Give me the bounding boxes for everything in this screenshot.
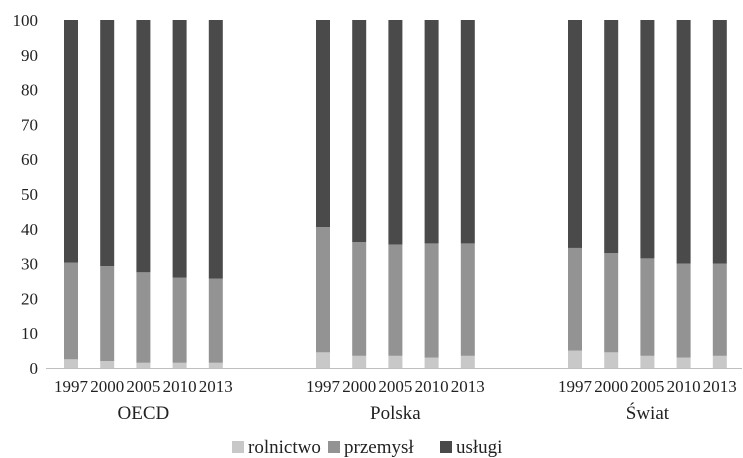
x-tick-label-OECD-2010: 2010 (163, 377, 197, 396)
bar-segment-Polska-2005-przemysł (388, 244, 403, 356)
x-tick-label-OECD-2000: 2000 (90, 377, 124, 396)
legend-item-usługi: usługi (440, 437, 502, 458)
bar-segment-Świat-2010-przemysł (676, 263, 691, 358)
group-label-Świat: Świat (626, 402, 670, 424)
bar-group-Polska (316, 20, 475, 368)
bar-segment-Polska-1997-rolnictwo (316, 352, 330, 368)
x-tick-label-Świat-2010: 2010 (667, 377, 701, 396)
x-tick-label-Polska-2000: 2000 (342, 377, 376, 396)
x-tick-label-Polska-2005: 2005 (378, 377, 412, 396)
bar-segment-Polska-2000-usługi (352, 20, 367, 243)
bar-segment-OECD-2013-przemysł (208, 278, 223, 363)
bar-segment-OECD-1997-rolnictwo (64, 359, 78, 368)
legend-label-przemysł: przemysł (344, 437, 414, 458)
bar-segment-OECD-2010-przemysł (172, 277, 187, 363)
bar-segment-OECD-2000-rolnictwo (100, 361, 115, 368)
bar-segment-Świat-2000-usługi (604, 20, 619, 254)
bar-segment-Świat-2005-rolnictwo (640, 355, 655, 368)
bar-segment-Świat-1997-usługi (568, 20, 582, 248)
bar-segment-Świat-2005-usługi (640, 20, 655, 259)
x-tick-label-Polska-1997: 1997 (306, 377, 341, 396)
y-axis: 0 10 20 30 40 50 60 70 80 90 100 (13, 11, 39, 378)
bar-segment-Świat-2000-przemysł (604, 253, 619, 353)
bar-segment-Świat-2000-rolnictwo (604, 352, 619, 368)
y-tick-label-0: 0 (30, 359, 39, 378)
bar-segment-Polska-1997-przemysł (316, 227, 330, 353)
bar-segment-OECD-1997-przemysł (64, 262, 78, 360)
y-tick-label-10: 10 (21, 324, 38, 343)
legend-swatch-rolnictwo (232, 441, 244, 453)
bar-segment-Polska-2005-rolnictwo (388, 355, 403, 368)
bar-segment-Świat-2013-usługi (712, 20, 727, 264)
legend-label-rolnictwo: rolnictwo (248, 437, 321, 458)
bar-segment-Świat-2010-usługi (676, 20, 691, 264)
bar-segment-Świat-1997-przemysł (568, 247, 582, 351)
y-tick-label-70: 70 (21, 115, 38, 134)
bar-segment-OECD-2005-usługi (136, 20, 151, 273)
bars (64, 20, 727, 368)
x-tick-label-Świat-2013: 2013 (703, 377, 737, 396)
x-tick-label-OECD-1997: 1997 (54, 377, 89, 396)
bar-segment-OECD-2013-rolnictwo (208, 362, 223, 368)
x-tick-label-OECD-2013: 2013 (199, 377, 233, 396)
x-tick-label-Świat-2005: 2005 (630, 377, 664, 396)
bar-segment-Polska-2000-przemysł (352, 242, 367, 356)
bar-segment-OECD-2005-przemysł (136, 272, 151, 363)
bar-segment-Polska-2013-rolnictwo (460, 355, 475, 368)
y-tick-label-60: 60 (21, 150, 38, 169)
bar-segment-OECD-2010-rolnictwo (172, 362, 187, 368)
legend-label-usługi: usługi (456, 437, 502, 458)
x-tick-label-Świat-1997: 1997 (558, 377, 593, 396)
bar-group-OECD (64, 20, 223, 368)
bar-segment-Świat-1997-rolnictwo (568, 350, 582, 368)
bar-segment-Świat-2005-przemysł (640, 258, 655, 356)
legend-swatch-usługi (440, 441, 452, 453)
bar-segment-OECD-2010-usługi (172, 20, 187, 278)
bar-segment-Polska-2010-rolnictwo (424, 357, 439, 368)
bar-segment-Polska-1997-usługi (316, 20, 330, 228)
x-tick-label-OECD-2005: 2005 (126, 377, 160, 396)
bar-group-Świat (568, 20, 727, 368)
bar-segment-Polska-2000-rolnictwo (352, 355, 367, 368)
y-tick-label-90: 90 (21, 46, 38, 65)
legend-swatch-przemysł (328, 441, 340, 453)
bar-segment-Polska-2005-usługi (388, 20, 403, 245)
bar-segment-OECD-2005-rolnictwo (136, 362, 151, 368)
bar-segment-OECD-1997-usługi (64, 20, 78, 263)
x-tick-label-Polska-2013: 2013 (451, 377, 485, 396)
legend: rolnictwo przemysł usługi (232, 437, 502, 458)
bar-segment-Świat-2013-rolnictwo (712, 355, 727, 368)
bar-segment-Polska-2013-przemysł (460, 243, 475, 356)
y-tick-label-50: 50 (21, 185, 38, 204)
y-tick-label-30: 30 (21, 255, 38, 274)
bar-segment-Świat-2010-rolnictwo (676, 357, 691, 368)
bar-segment-OECD-2000-usługi (100, 20, 115, 267)
x-tick-label-Polska-2010: 2010 (415, 377, 449, 396)
legend-item-przemysł: przemysł (328, 437, 414, 458)
y-tick-label-20: 20 (21, 289, 38, 308)
bar-segment-Polska-2010-przemysł (424, 243, 439, 358)
y-tick-label-40: 40 (21, 220, 38, 239)
group-label-OECD: OECD (118, 403, 170, 424)
y-tick-label-100: 100 (13, 11, 39, 30)
bar-segment-OECD-2013-usługi (208, 20, 223, 279)
legend-item-rolnictwo: rolnictwo (232, 437, 321, 458)
x-tick-label-Świat-2000: 2000 (594, 377, 628, 396)
group-label-Polska: Polska (370, 403, 421, 424)
y-tick-label-80: 80 (21, 81, 38, 100)
bar-segment-OECD-2000-przemysł (100, 266, 115, 362)
bar-segment-Świat-2013-przemysł (712, 263, 727, 356)
bar-segment-Polska-2010-usługi (424, 20, 439, 244)
bar-segment-Polska-2013-usługi (460, 20, 475, 244)
